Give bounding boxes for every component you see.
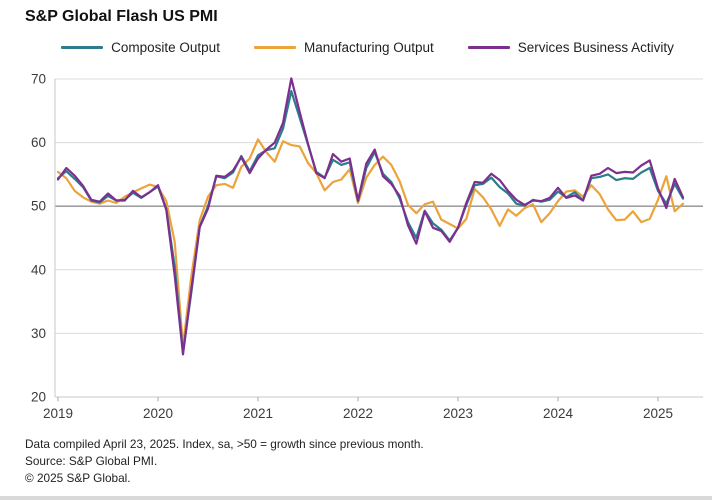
x-axis-label-2021: 2021 <box>243 406 273 421</box>
y-axis-label-60: 60 <box>31 135 46 150</box>
x-axis-label-2025: 2025 <box>643 406 673 421</box>
x-axis-label-2019: 2019 <box>43 406 73 421</box>
legend-item-services-business-activity: Services Business Activity <box>467 40 674 55</box>
chart-title: S&P Global Flash US PMI <box>25 8 218 25</box>
series-line-composite-output <box>56 89 685 354</box>
legend-line-swatch <box>61 46 104 49</box>
legend-label: Manufacturing Output <box>303 40 434 55</box>
footnote-source: Source: S&P Global PMI. <box>25 454 158 468</box>
y-axis-label-20: 20 <box>31 390 46 405</box>
legend-line-swatch <box>253 46 296 49</box>
y-axis-label-40: 40 <box>31 262 46 277</box>
legend-line-swatch <box>467 46 510 49</box>
series-line-manufacturing-output <box>56 138 685 348</box>
x-axis-label-2022: 2022 <box>343 406 373 421</box>
footnote-data-compiled: Data compiled April 23, 2025. Index, sa,… <box>25 437 424 451</box>
y-axis-label-70: 70 <box>31 72 46 87</box>
window-edge-strip <box>0 496 712 500</box>
y-axis-label-30: 30 <box>31 326 46 341</box>
legend-label: Composite Output <box>111 40 220 55</box>
legend-label: Services Business Activity <box>517 40 674 55</box>
x-axis-label-2024: 2024 <box>543 406 574 421</box>
legend-item-composite-output: Composite Output <box>61 40 220 55</box>
legend-item-manufacturing-output: Manufacturing Output <box>253 40 434 55</box>
series-line-services-business-activity <box>56 77 685 356</box>
chart-legend: Composite Output Manufacturing Output Serv… <box>30 40 705 55</box>
y-axis-label-50: 50 <box>31 199 46 214</box>
x-axis-label-2020: 2020 <box>143 406 173 421</box>
x-axis-label-2023: 2023 <box>443 406 473 421</box>
footnote-copyright: © 2025 S&P Global. <box>25 471 131 485</box>
